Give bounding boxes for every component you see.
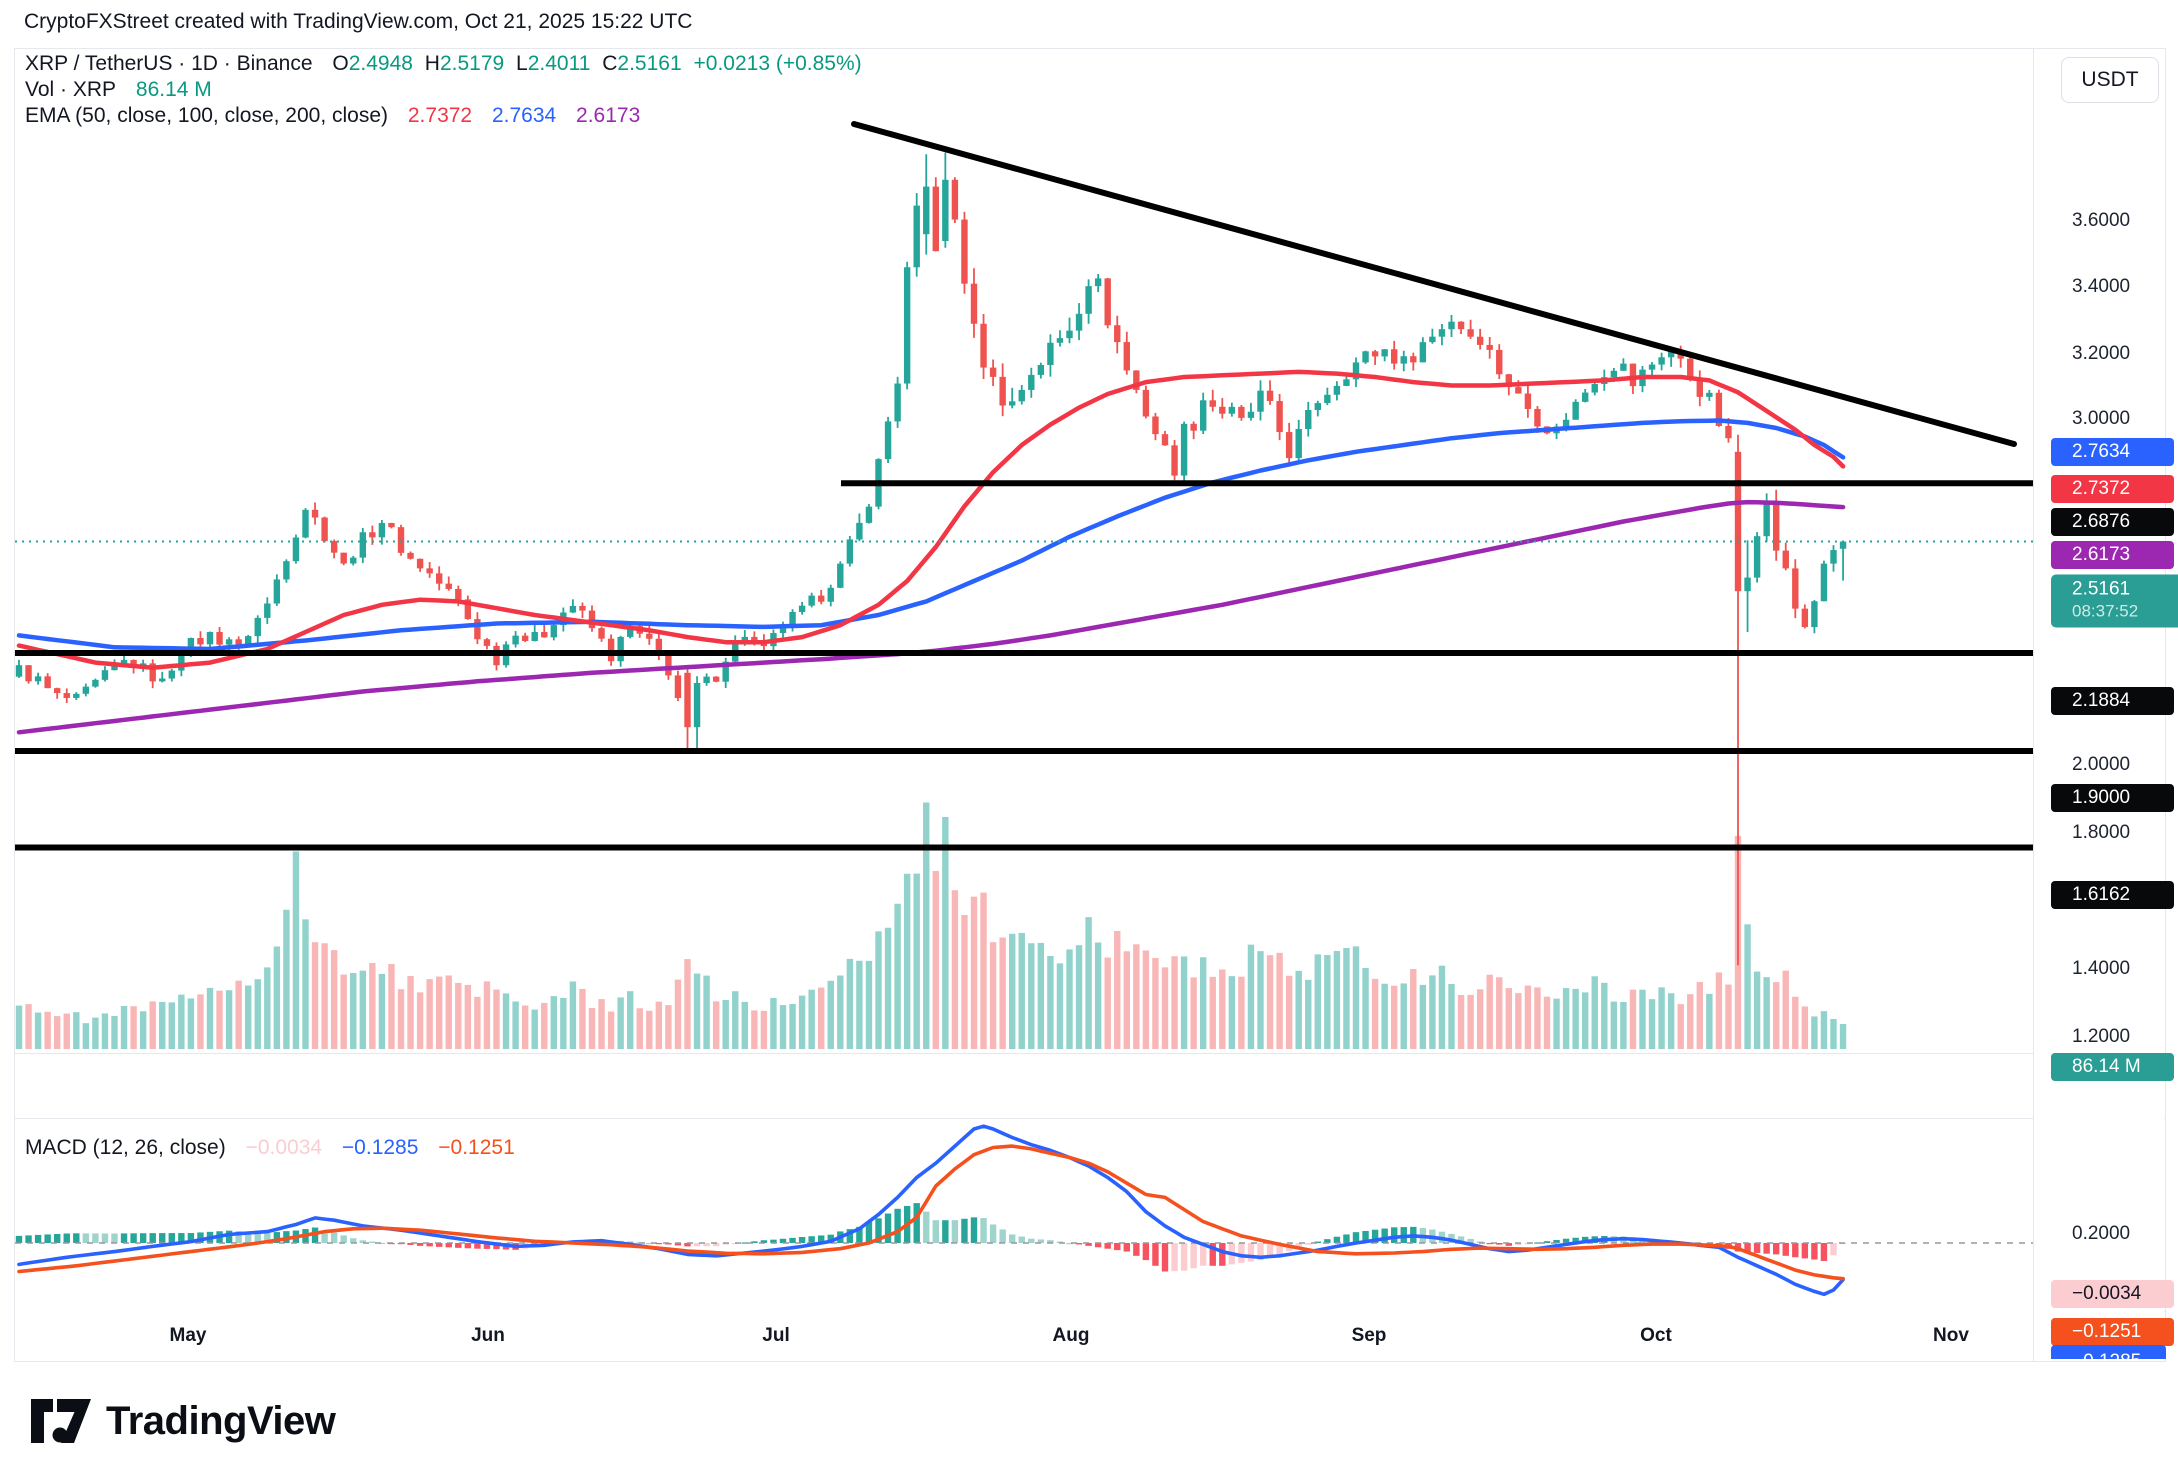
symbol-title[interactable]: XRP / TetherUS · 1D · Binance xyxy=(25,52,313,75)
attribution-text: CryptoFXStreet created with TradingView.… xyxy=(24,10,693,33)
open-label: O xyxy=(332,52,349,75)
volume-value: 86.14 M xyxy=(135,78,212,101)
time-axis[interactable]: May Jun Jul Aug Sep Oct Nov xyxy=(15,1311,2033,1361)
macd-line-value: −0.1285 xyxy=(341,1136,419,1159)
currency-button[interactable]: USDT xyxy=(2061,57,2159,103)
volume-label: Vol · XRP xyxy=(25,78,117,101)
price-badge: 2.1884 xyxy=(2051,687,2174,715)
close-label: C xyxy=(602,52,618,75)
month-label: Jun xyxy=(471,1325,505,1346)
price-badge: 1.9000 xyxy=(2051,784,2174,812)
price-badge: −0.1251 xyxy=(2051,1318,2174,1346)
macd-histogram xyxy=(15,1203,1847,1272)
macd-label: MACD (12, 26, close) xyxy=(25,1136,226,1159)
price-pane-chart[interactable] xyxy=(15,49,2033,1053)
descending-trendline xyxy=(851,121,2017,447)
chart-frame: XRP / TetherUS · 1D · Binance O2.4948 H2… xyxy=(14,48,2178,1362)
macd-signal-value: −0.1251 xyxy=(438,1136,515,1159)
bar-countdown: 08:37:52 xyxy=(2072,601,2139,621)
price-tick-label: 3.4000 xyxy=(2072,276,2131,297)
price-tick-label: 3.6000 xyxy=(2072,210,2131,231)
low-value: 2.4011 xyxy=(527,52,591,75)
ema100-value: 2.7634 xyxy=(491,104,557,127)
macd-hist-value: −0.0034 xyxy=(245,1136,323,1159)
tradingview-logo[interactable]: TradingView xyxy=(30,1398,336,1444)
high-label: H xyxy=(424,52,440,75)
price-badge: −0.0034 xyxy=(2051,1280,2174,1308)
price-badge: 86.14 M xyxy=(2051,1053,2174,1081)
month-label: Aug xyxy=(1052,1325,1090,1346)
price-tick-label: 3.2000 xyxy=(2072,343,2131,364)
month-label: Jul xyxy=(762,1325,790,1346)
pane-separator[interactable] xyxy=(15,1053,2165,1054)
ema50-value: 2.7372 xyxy=(407,104,473,127)
macd-line-badge-clipped: −0.1285 xyxy=(2051,1345,2166,1359)
price-axis[interactable]: USDT 3.6000 3.4000 3.2000 3.0000 2.7634 2.737… xyxy=(2034,49,2178,1361)
support-resistance-lines xyxy=(15,480,2033,851)
month-label: May xyxy=(169,1325,207,1346)
price-tick-label: 2.0000 xyxy=(2072,754,2131,775)
tradingview-mark-icon xyxy=(31,1399,91,1443)
price-tick-label: 3.0000 xyxy=(2072,408,2131,429)
symbol-ohlc-row[interactable]: XRP / TetherUS · 1D · Binance O2.4948 H2… xyxy=(25,51,862,77)
low-label: L xyxy=(516,52,528,75)
price-tick-label: 1.4000 xyxy=(2072,958,2131,979)
pane-separator[interactable] xyxy=(15,1118,2165,1119)
macd-legend[interactable]: MACD (12, 26, close) −0.0034 −0.1285 −0.… xyxy=(25,1135,515,1161)
tradingview-logo-text: TradingView xyxy=(106,1398,336,1443)
close-value: 2.5161 xyxy=(617,52,682,75)
ema-row[interactable]: EMA (50, close, 100, close, 200, close) … xyxy=(25,103,862,129)
price-badge: 2.6173 xyxy=(2051,541,2174,569)
price-badge: 2.7372 xyxy=(2051,475,2174,503)
axis-divider xyxy=(2033,49,2034,1361)
current-price-badge: 2.5161 08:37:52 xyxy=(2051,574,2178,628)
month-label: Oct xyxy=(1640,1325,1672,1346)
ema200-value: 2.6173 xyxy=(576,104,641,127)
month-label: Nov xyxy=(1933,1325,1969,1346)
open-value: 2.4948 xyxy=(348,52,413,75)
price-badge: 2.6876 xyxy=(2051,508,2174,536)
macd-pane-chart[interactable] xyxy=(15,1118,2033,1311)
candles xyxy=(15,152,1847,966)
high-value: 2.5179 xyxy=(439,52,505,75)
price-tick-label: 1.8000 xyxy=(2072,822,2131,843)
month-label: Sep xyxy=(1351,1325,1387,1346)
chart-legend: XRP / TetherUS · 1D · Binance O2.4948 H2… xyxy=(25,51,862,129)
price-tick-label: 1.2000 xyxy=(2072,1026,2131,1047)
price-badge: 1.6162 xyxy=(2051,881,2174,909)
volume-bars xyxy=(15,802,1847,1049)
ema-label: EMA (50, close, 100, close, 200, close) xyxy=(25,104,389,127)
volume-row[interactable]: Vol · XRP 86.14 M xyxy=(25,77,862,103)
price-tick-label: 0.2000 xyxy=(2072,1223,2131,1244)
price-badge: 2.7634 xyxy=(2051,438,2174,466)
change-value: +0.0213 (+0.85%) xyxy=(693,52,862,75)
